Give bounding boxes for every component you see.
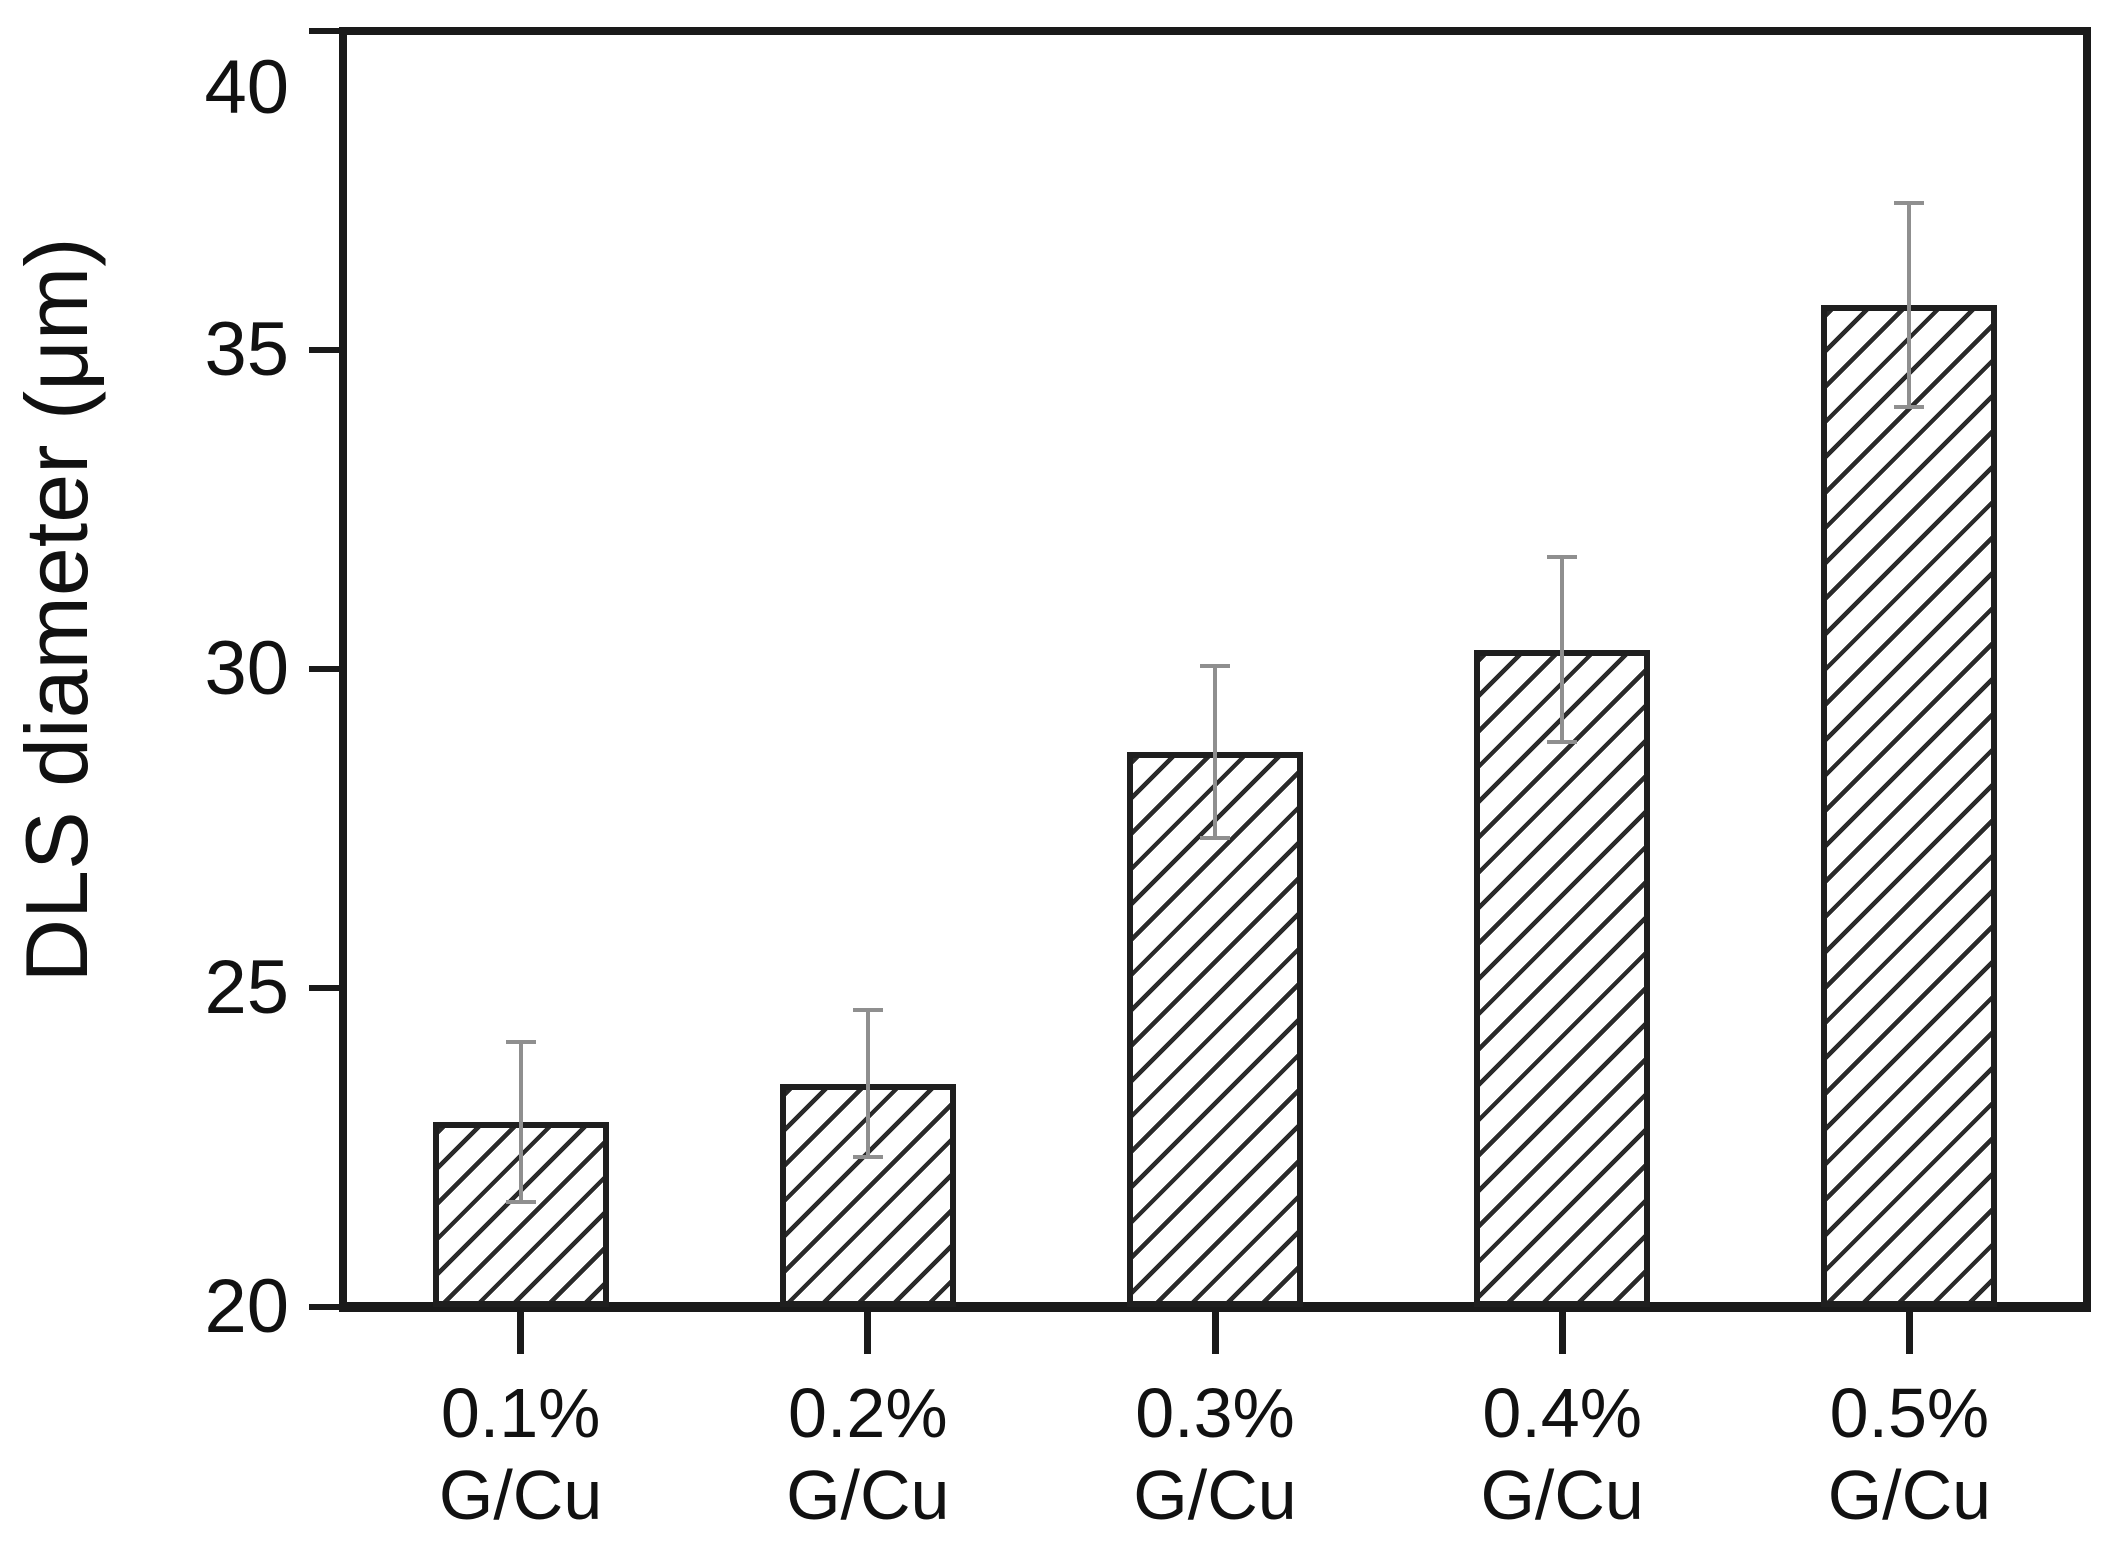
- error-bar-line: [865, 1010, 870, 1158]
- y-tick: [309, 28, 339, 34]
- error-bar-line: [1213, 665, 1217, 839]
- x-tick-label: 0.3% G/Cu: [1133, 1374, 1297, 1534]
- x-tick: [1211, 1312, 1219, 1354]
- y-tick: [309, 1304, 339, 1310]
- error-bar-cap-top: [505, 1040, 536, 1045]
- y-tick: [309, 347, 339, 353]
- x-tick: [517, 1312, 525, 1354]
- x-tick: [864, 1312, 872, 1354]
- error-bar-line: [1560, 557, 1565, 743]
- bar: [432, 1121, 609, 1307]
- error-bar-cap-bottom: [1547, 740, 1578, 745]
- bar: [1821, 305, 1998, 1307]
- x-tick: [1905, 1312, 1913, 1354]
- y-tick-label: 35: [204, 307, 289, 392]
- x-tick-label: 0.2% G/Cu: [786, 1374, 950, 1534]
- x-tick-label: 0.4% G/Cu: [1480, 1374, 1644, 1534]
- plot-frame-bottom: [339, 1302, 2091, 1312]
- error-bar-cap-top: [852, 1008, 883, 1013]
- bar: [1474, 649, 1651, 1307]
- bar: [779, 1083, 956, 1307]
- y-tick-label: 30: [204, 626, 289, 711]
- error-bar-cap-top: [1547, 555, 1578, 560]
- y-tick-label: 20: [204, 1264, 289, 1349]
- plot-frame-top: [339, 27, 2091, 35]
- x-tick-label: 0.1% G/Cu: [438, 1374, 603, 1534]
- y-tick: [309, 666, 339, 672]
- y-tick-label: 25: [204, 945, 289, 1030]
- y-tick-label: 40: [204, 45, 289, 130]
- error-bar-line: [518, 1042, 523, 1202]
- error-bar-cap-top: [1894, 201, 1925, 206]
- x-tick: [1558, 1312, 1566, 1354]
- error-bar-cap-bottom: [1200, 836, 1230, 841]
- plot-frame-right: [2083, 27, 2091, 1312]
- plot-frame-left: [339, 27, 347, 1312]
- error-bar-line: [1907, 203, 1912, 408]
- error-bar-cap-bottom: [1894, 405, 1925, 410]
- y-tick: [309, 985, 339, 991]
- x-tick-label: 0.5% G/Cu: [1827, 1374, 1992, 1534]
- error-bar-cap-bottom: [852, 1155, 883, 1160]
- error-bar-cap-bottom: [505, 1199, 536, 1204]
- error-bar-cap-top: [1200, 663, 1230, 668]
